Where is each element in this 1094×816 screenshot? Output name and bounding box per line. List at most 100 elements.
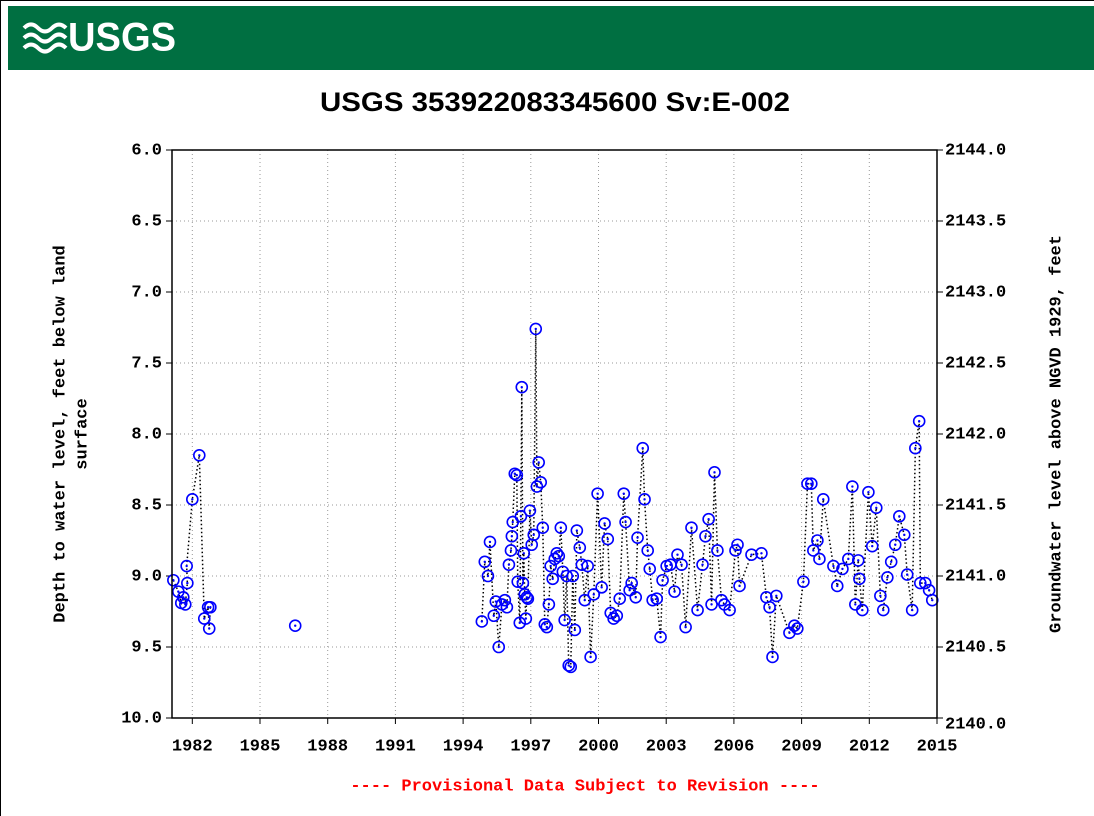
marker-ring xyxy=(179,598,192,611)
marker-dot xyxy=(812,549,815,552)
data-point xyxy=(601,532,615,546)
data-point xyxy=(853,572,866,586)
marker-dot xyxy=(894,543,897,546)
data-point xyxy=(675,558,688,571)
data-point xyxy=(521,592,535,606)
marker-dot xyxy=(810,482,813,485)
data-point xyxy=(869,501,883,515)
y-tick-label: 6.0 xyxy=(131,141,162,160)
marker-dot xyxy=(857,559,860,562)
data-point xyxy=(668,585,681,598)
marker-dot xyxy=(707,518,710,521)
marker-ring xyxy=(581,559,594,573)
data-point xyxy=(909,441,922,455)
marker-ring xyxy=(853,572,866,586)
marker-dot xyxy=(606,537,609,541)
marker-dot xyxy=(910,608,914,612)
marker-dot xyxy=(655,597,658,600)
marker-ring xyxy=(836,562,849,576)
marker-dot xyxy=(510,535,514,538)
marker-dot xyxy=(818,557,821,561)
data-point xyxy=(508,467,522,481)
marker-ring xyxy=(702,512,715,526)
logo-text: USGS xyxy=(68,16,176,60)
data-point xyxy=(801,477,814,491)
marker-dot xyxy=(898,515,901,518)
y2-tick-label: 2142.0 xyxy=(945,425,1006,444)
marker-dot xyxy=(738,584,741,588)
marker-dot xyxy=(294,624,297,627)
marker-ring xyxy=(489,595,503,608)
marker-ring xyxy=(797,575,810,588)
data-point xyxy=(811,534,824,547)
marker-dot xyxy=(641,447,644,450)
marker-ring xyxy=(856,603,869,617)
data-point xyxy=(568,623,582,637)
chart-title: USGS 353922083345600 Sv:E-002 xyxy=(320,87,790,117)
data-point xyxy=(487,609,501,623)
marker-dot xyxy=(596,492,599,495)
marker-dot xyxy=(177,590,180,593)
marker-dot xyxy=(524,617,528,620)
marker-ring xyxy=(197,612,211,625)
data-point xyxy=(816,493,830,506)
marker-ring xyxy=(729,544,742,557)
marker-ring xyxy=(538,617,552,631)
data-point xyxy=(881,571,894,584)
marker-dot xyxy=(497,645,500,649)
marker-dot xyxy=(917,420,921,423)
marker-dot xyxy=(567,664,570,667)
marker-dot xyxy=(182,596,185,599)
marker-ring xyxy=(487,609,501,623)
marker-ring xyxy=(654,630,667,644)
marker-dot xyxy=(526,597,530,600)
marker-ring xyxy=(918,576,932,590)
data-point xyxy=(770,589,783,603)
marker-ring xyxy=(570,524,584,537)
marker-dot xyxy=(184,603,187,606)
y2-tick-label: 2143.5 xyxy=(945,212,1006,231)
y-tick-label: 9.0 xyxy=(131,567,162,586)
data-point xyxy=(519,612,533,625)
data-point xyxy=(925,593,939,607)
y2-tick-label: 2140.0 xyxy=(945,715,1006,734)
data-point xyxy=(581,559,594,573)
marker-dot xyxy=(760,552,763,555)
marker-dot xyxy=(547,603,551,606)
marker-dot xyxy=(771,655,774,659)
marker-ring xyxy=(587,588,601,601)
marker-ring xyxy=(564,660,578,674)
marker-ring xyxy=(186,493,199,506)
data-point xyxy=(584,650,597,664)
marker-dot xyxy=(518,621,521,625)
marker-dot xyxy=(822,498,825,501)
marker-dot xyxy=(543,623,546,626)
data-point xyxy=(544,559,557,573)
data-point xyxy=(613,592,627,606)
marker-ring xyxy=(492,640,506,654)
marker-ring xyxy=(504,544,518,557)
marker-dot xyxy=(578,546,581,549)
marker-ring xyxy=(811,534,824,547)
marker-ring xyxy=(691,603,704,617)
marker-ring xyxy=(520,590,534,604)
data-point xyxy=(532,456,546,469)
marker-dot xyxy=(537,461,540,464)
data-point xyxy=(498,593,512,607)
marker-ring xyxy=(591,487,604,500)
data-point xyxy=(805,477,818,491)
marker-dot xyxy=(684,625,687,629)
marker-ring xyxy=(731,538,744,552)
marker-ring xyxy=(568,623,582,637)
marker-ring xyxy=(650,592,664,606)
marker-dot xyxy=(521,581,525,585)
data-point xyxy=(631,531,644,544)
marker-ring xyxy=(638,493,651,506)
marker-dot xyxy=(622,492,625,495)
marker-dot xyxy=(532,533,535,537)
marker-dot xyxy=(539,481,542,484)
marker-ring xyxy=(636,441,650,455)
data-point xyxy=(905,603,919,617)
marker-ring xyxy=(846,480,859,493)
